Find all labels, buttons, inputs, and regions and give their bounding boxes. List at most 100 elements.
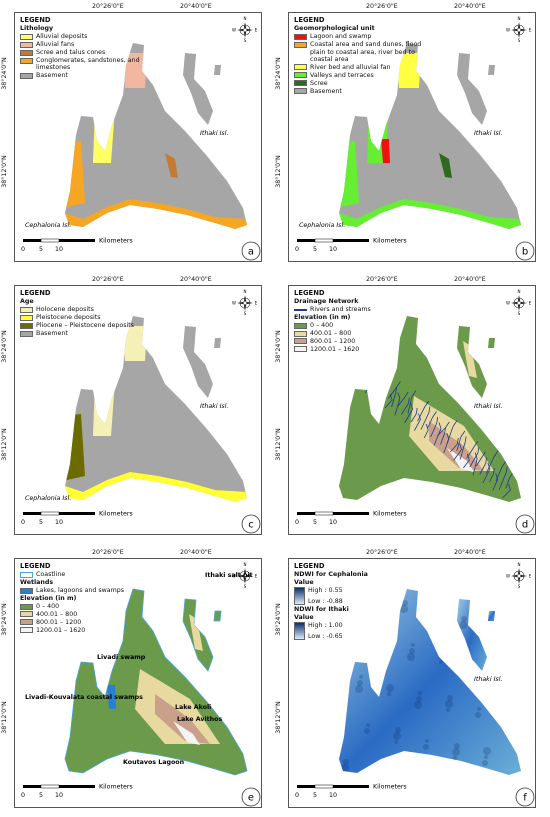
stream [440, 427, 446, 445]
legend-swatch [20, 330, 33, 337]
compass-letter: W [506, 301, 510, 306]
texture [461, 616, 467, 622]
scale-tick: 5 [39, 792, 43, 799]
legend: LEGEND Drainage Network Rivers and streams… [294, 289, 429, 354]
legend-label: Lagoon and swamp [310, 33, 372, 41]
scale-unit: Kilometers [373, 511, 407, 518]
scale-segment [314, 784, 334, 789]
latitude-label: 38°24'0"N [0, 57, 8, 90]
unit-area [165, 153, 178, 178]
legend-swatch [294, 41, 307, 48]
scale-segment [23, 785, 41, 788]
texture [416, 696, 422, 702]
map-panel: N S E W Kilometers 0 5 10 Ithaki Isl. Cephalonia … [288, 12, 536, 262]
legend-swatch [20, 322, 33, 329]
legend-section-title: Elevation (in m) [294, 314, 351, 322]
legend-item: River bed and alluvial fan [294, 64, 429, 71]
panel-letter-ring [241, 514, 261, 534]
longitude-label: 20°26'0"E [92, 3, 124, 10]
compass-letter: N [518, 16, 521, 21]
island [65, 43, 247, 229]
texture [418, 691, 422, 695]
scale-tick: 0 [295, 792, 299, 799]
ramp-bar [294, 587, 305, 606]
stream [446, 420, 458, 444]
map-panel: N S E W Kilometers 0 5 10 Ithaki salt pit Livadi … [14, 558, 262, 808]
longitude-label: 20°40'0"E [454, 549, 486, 556]
compass-letter: W [232, 574, 236, 579]
island [214, 338, 221, 348]
stream [485, 450, 499, 474]
stream [498, 466, 508, 490]
scale-bar: Kilometers 0 5 10 [21, 511, 133, 527]
unit-area [107, 685, 116, 709]
legend-swatch [294, 309, 307, 311]
latitude-label: 38°12'0"N [0, 701, 8, 734]
islands [339, 589, 521, 775]
unit-area [463, 341, 477, 378]
scale-tick: 10 [329, 246, 337, 253]
texture [411, 643, 415, 647]
map-panel: N S E W Kilometers 0 5 10 Ithaki Isl. f LEGEND NDWI… [288, 558, 536, 808]
legend: LEGEND Coastline Wetlands Lakes, lagoons an… [20, 562, 155, 635]
texture [445, 700, 453, 708]
texture [341, 764, 349, 772]
stream [489, 467, 495, 483]
map-label: Koutavos Lagoon [123, 759, 184, 766]
map-label: Ithaki Isl. [200, 129, 228, 137]
stream [495, 460, 507, 482]
legend-label: Alluvial fans [36, 41, 75, 49]
legend-item: Lakes, lagoons and swamps [20, 587, 155, 594]
legend-title: LEGEND [20, 289, 51, 297]
legend-label: Scree and talus cones [36, 49, 106, 57]
legend-swatch [20, 57, 33, 64]
scale-segment [297, 239, 315, 242]
scale-segment [40, 511, 60, 516]
map-label: Cephalonia Isl. [299, 222, 345, 229]
legend-title: LEGEND [294, 562, 325, 570]
stream [365, 372, 372, 394]
texture [372, 763, 380, 771]
map-label: Livadi-Kouvalata coastal swamps [25, 694, 143, 701]
compass-letter: S [518, 38, 521, 43]
legend-label: Basement [36, 72, 68, 80]
stream [401, 397, 410, 415]
unit-area [135, 669, 220, 744]
texture [483, 747, 491, 755]
unit-area [439, 153, 452, 178]
panel-letter: a [248, 247, 254, 258]
islands [339, 43, 521, 229]
island [65, 316, 247, 502]
legend-label: 0 – 400 [310, 322, 334, 330]
compass-letter: E [529, 28, 532, 33]
map: N S E W Kilometers 0 5 10 Ithaki Isl. Cephalonia … [21, 289, 261, 534]
scale-tick: 0 [21, 246, 25, 253]
legend-item: Pliocene – Pleistocene deposits [20, 322, 155, 329]
map: N S E W Kilometers 0 5 10 Ithaki salt pit Livadi … [21, 562, 261, 807]
texture [453, 756, 457, 760]
compass-letter: N [244, 562, 247, 567]
islands [65, 43, 247, 229]
compass-letter: W [232, 28, 236, 33]
compass-letter: N [518, 562, 521, 567]
unit-area [189, 614, 203, 651]
legend-label: Conglomerates, sandstones, and limestone… [36, 57, 140, 72]
panel-letter-ring [241, 241, 261, 261]
legend-item: 400.01 – 800 [20, 611, 155, 618]
stream [378, 370, 388, 392]
map-label: Ithaki Isl. [474, 402, 502, 410]
stream [476, 451, 486, 467]
stream [397, 391, 409, 407]
legend-section-title: Age [20, 298, 34, 306]
north-arrow: N S E W [506, 16, 532, 43]
scale-segment [23, 239, 41, 242]
unit-area [381, 139, 390, 163]
map-panel: N S E W Kilometers 0 5 10 Ithaki Isl. d LEGEND Drai… [288, 285, 536, 535]
scale-bar: Kilometers 0 5 10 [21, 238, 133, 254]
panel-letter: b [522, 247, 528, 258]
texture [466, 669, 474, 677]
island [183, 53, 213, 125]
legend-swatch [294, 64, 307, 71]
legend-item: Lagoon and swamp [294, 33, 429, 40]
legend-label: Valleys and terraces [310, 71, 374, 79]
